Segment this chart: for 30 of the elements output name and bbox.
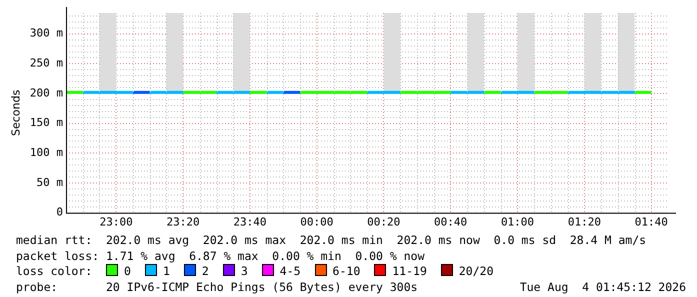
- legend-label: 3: [240, 264, 248, 278]
- x-tick-label: 01:20: [568, 215, 601, 228]
- y-tick-label: 300 m: [30, 26, 64, 40]
- text: median rtt: 202.0 ms avg 202.0 ms max 202.0 ms min 202.0 ms now 0.0 ms sd 28.4 M am/s: [16, 233, 648, 248]
- y-axis-title: Seconds: [9, 90, 22, 136]
- legend-label: 11-19: [391, 264, 427, 278]
- y-tick-label: 0: [56, 206, 63, 219]
- x-tick-label: 01:40: [634, 215, 668, 228]
- legend-title: loss color:: [16, 264, 94, 278]
- x-tick-label: 00:20: [367, 215, 400, 228]
- y-tick-label: 250 m: [30, 56, 64, 70]
- legend-label: 2: [200, 264, 209, 278]
- legend-label: 6-10: [332, 264, 360, 278]
- y-tick-label: 200 m: [30, 86, 64, 100]
- x-tick-label: 23:20: [166, 215, 200, 228]
- x-tick-label: 00:00: [300, 215, 334, 228]
- x-tick-label: 01:00: [500, 215, 534, 228]
- x-tick-label: 23:00: [100, 215, 133, 228]
- y-tick-label: 100 m: [30, 146, 64, 160]
- y-tick-label: 150 m: [30, 116, 64, 130]
- text: Tue Aug 4 01:45:12 2026: [520, 280, 686, 295]
- x-tick-label: 00:40: [434, 215, 468, 228]
- x-tick-label: 23:40: [233, 215, 267, 228]
- legend-label: 20/20: [458, 264, 494, 278]
- text: probe: 20 IPv6-ICMP Echo Pings (56 Bytes) every 300s: [16, 280, 418, 294]
- y-tick-label: 50 m: [36, 176, 64, 189]
- legend-label: 1: [162, 264, 170, 278]
- legend-label: 4-5: [278, 264, 301, 278]
- legend-label: 0: [123, 264, 131, 278]
- text: packet loss: 1.71 % avg 6.87 % max 0.00 % min 0.00 % now: [16, 248, 426, 264]
